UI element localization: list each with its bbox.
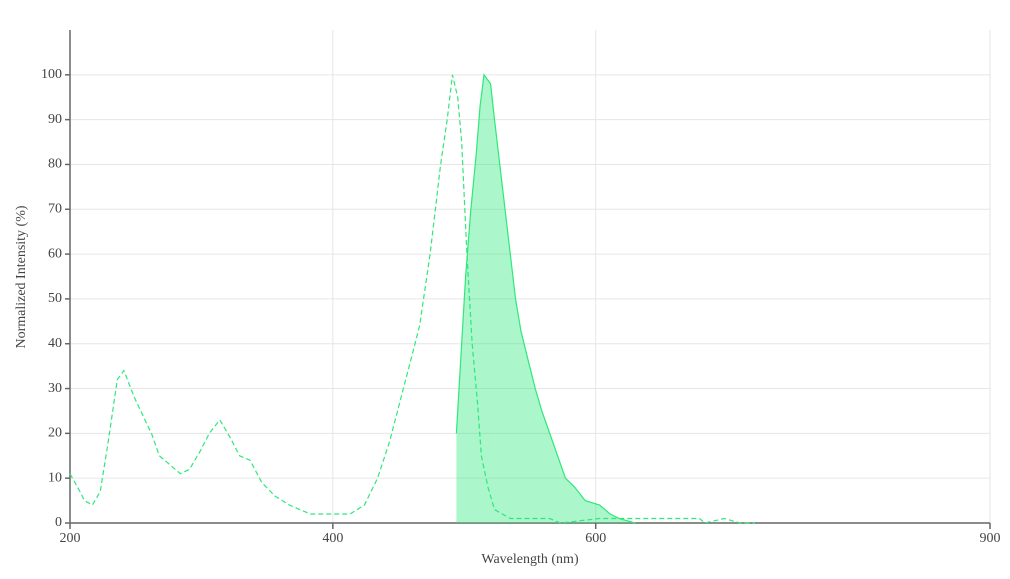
y-tick-label: 50 xyxy=(48,291,62,306)
x-tick-label: 400 xyxy=(322,531,343,546)
y-tick-label: 90 xyxy=(48,112,62,127)
y-tick-label: 10 xyxy=(48,470,62,485)
y-tick-label: 20 xyxy=(48,426,62,441)
y-tick-label: 0 xyxy=(55,515,62,530)
x-tick-label: 900 xyxy=(980,531,1001,546)
y-tick-label: 40 xyxy=(48,336,62,351)
x-tick-label: 600 xyxy=(585,531,606,546)
line xyxy=(69,74,755,524)
y-tick-label: 70 xyxy=(48,201,62,216)
y-tick-label: 100 xyxy=(41,67,62,82)
y-tick-label: 80 xyxy=(48,157,62,172)
x-axis-title: Wavelength (nm) xyxy=(481,552,579,567)
y-axis-title: Normalized Intensity (%) xyxy=(14,205,29,348)
area xyxy=(456,74,636,524)
y-tick-label: 60 xyxy=(48,246,62,261)
x-tick-label: 200 xyxy=(60,531,81,546)
line xyxy=(455,73,636,524)
y-tick-label: 30 xyxy=(48,381,62,396)
